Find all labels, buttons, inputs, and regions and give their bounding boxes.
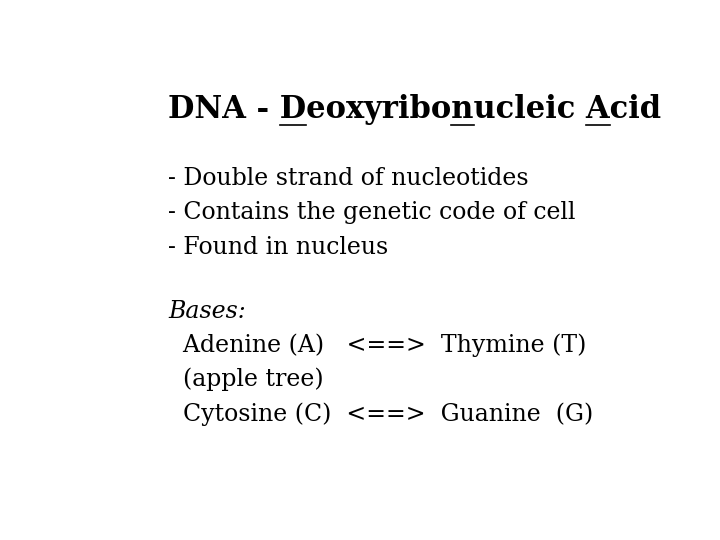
Text: Bases:: Bases: — [168, 300, 246, 323]
Text: - Contains the genetic code of cell: - Contains the genetic code of cell — [168, 201, 575, 224]
Text: - Double strand of nucleotides: - Double strand of nucleotides — [168, 167, 528, 190]
Text: - Found in nucleus: - Found in nucleus — [168, 235, 388, 259]
Text: Adenine (A)   <==>  Thymine (T): Adenine (A) <==> Thymine (T) — [168, 333, 587, 356]
Text: DNA - Deoxyribonucleic Acid: DNA - Deoxyribonucleic Acid — [168, 94, 661, 125]
Text: Cytosine (C)  <==>  Guanine  (G): Cytosine (C) <==> Guanine (G) — [168, 402, 593, 426]
Text: (apple tree): (apple tree) — [168, 368, 324, 391]
